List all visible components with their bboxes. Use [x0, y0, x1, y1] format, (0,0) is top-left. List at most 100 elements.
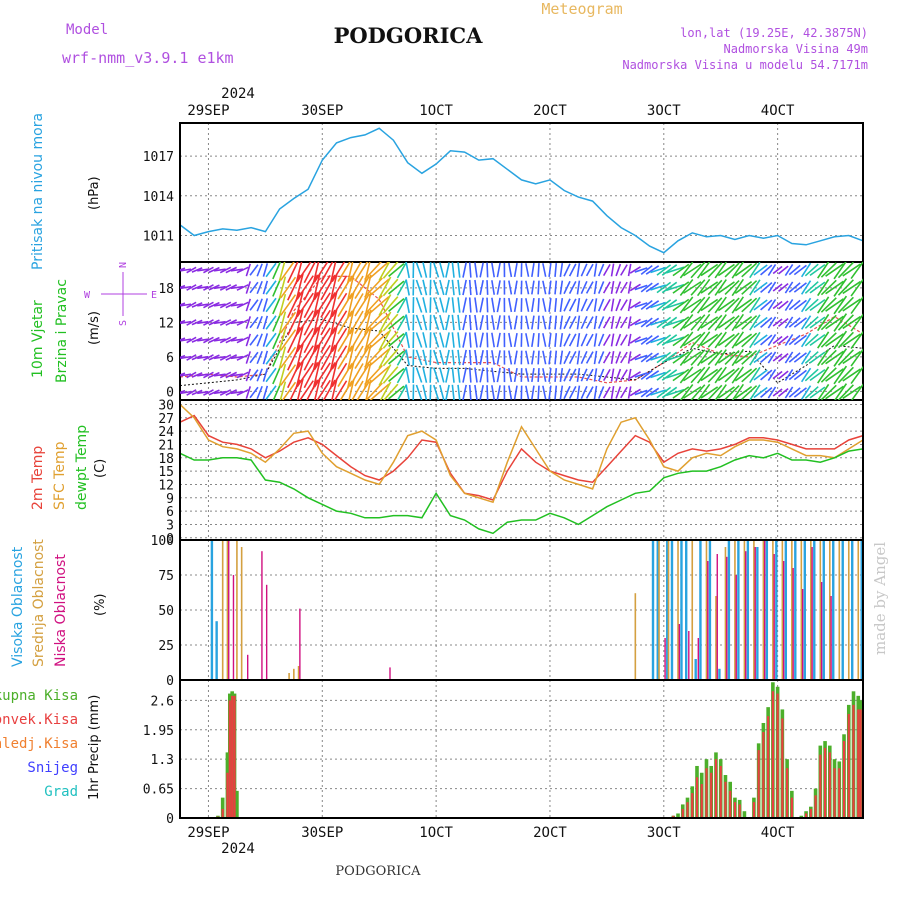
wind-arrow — [433, 297, 440, 313]
wind-arrow — [219, 284, 232, 291]
wind-arrow — [415, 349, 423, 366]
wind-arrow — [230, 303, 244, 307]
wind-arrow — [278, 262, 286, 282]
wind-arrow — [734, 263, 753, 277]
wind-arrow — [542, 263, 547, 277]
wind-arrow — [593, 263, 598, 277]
wind-arrow — [788, 369, 801, 381]
wind-arrow — [191, 302, 203, 308]
wind-arrow — [525, 385, 530, 400]
wind-arrow — [186, 266, 197, 274]
wind-arrow — [320, 262, 334, 283]
wind-arrow — [597, 263, 605, 277]
cloud-bar — [754, 547, 756, 680]
y-tick-label: 6 — [166, 351, 174, 366]
wind-arrow — [213, 373, 226, 377]
wind-arrow — [825, 350, 844, 365]
wind-arrow — [666, 353, 685, 362]
conv-precip-bar — [221, 808, 224, 818]
coords-label: lon,lat (19.25E, 42.3875N) — [680, 26, 868, 40]
wind-arrow — [245, 298, 252, 312]
wind-arrow — [445, 349, 450, 366]
wind-arrow — [272, 365, 282, 385]
wind-arrow — [683, 263, 702, 277]
cloud-bar — [678, 624, 681, 680]
conv-precip-bar — [719, 765, 722, 818]
wind-arrow — [197, 320, 209, 325]
wind-arrow — [580, 333, 588, 347]
cloud-bar — [828, 540, 831, 680]
wind-arrow — [213, 355, 226, 360]
wind-arrow — [683, 368, 702, 382]
wind-arrow — [236, 266, 249, 274]
wind-arrow — [683, 333, 702, 347]
wind-arrow — [405, 366, 410, 384]
conv-precip-bar — [842, 741, 846, 818]
wind-arrow — [714, 279, 727, 296]
wind-arrow — [180, 267, 186, 271]
wind-arrow — [537, 333, 540, 347]
wind-arrow — [724, 262, 740, 278]
cloud-bar — [743, 540, 746, 680]
wind-arrow — [295, 262, 303, 284]
cloud-bar — [746, 540, 750, 680]
wind-arrow — [496, 367, 501, 383]
wind-arrow — [422, 314, 428, 331]
wind-arrow — [809, 281, 826, 294]
y-tick-label: 21 — [158, 438, 174, 453]
wind-arrow — [272, 313, 282, 332]
y-tick-label: 6 — [166, 505, 174, 520]
wind-arrow — [788, 299, 801, 311]
wind-arrow — [690, 262, 706, 279]
wind-arrow — [820, 279, 837, 296]
wind-arrow — [714, 331, 727, 349]
wind-arrow — [525, 350, 530, 365]
wind-arrow — [219, 266, 232, 274]
wind-arrow — [278, 276, 287, 299]
wind-arrow — [525, 298, 530, 312]
wind-arrow — [707, 349, 723, 366]
panel-3: 0 25 50 75 100 — [151, 534, 863, 689]
conv-precip-bar — [686, 802, 689, 818]
wind-arrow — [508, 280, 513, 295]
wind-arrow — [700, 316, 719, 329]
wind-arrow — [627, 316, 632, 329]
wind-arrow — [265, 367, 277, 383]
y-tick-label: 2.6 — [151, 694, 174, 709]
y-tick-label: 30 — [158, 398, 174, 413]
conv-precip-bar — [233, 695, 236, 818]
cloud-bar — [794, 540, 797, 680]
wind-arrow — [645, 282, 660, 293]
wind-arrow — [741, 315, 758, 330]
y-tick-label: 9 — [166, 492, 174, 507]
wind-arrow — [772, 353, 783, 362]
wind-arrow — [230, 390, 244, 395]
wind-arrow — [256, 298, 263, 312]
wind-arrow — [337, 262, 351, 283]
wind-arrow — [219, 371, 232, 379]
wind-arrow — [513, 280, 518, 295]
wind-arrow — [422, 332, 428, 348]
wind-arrow — [186, 284, 197, 291]
wind-arrow — [508, 315, 513, 330]
wind-arrow — [537, 298, 540, 312]
wind-arrow — [804, 281, 819, 294]
wind-arrow — [568, 385, 577, 400]
wind-arrow — [337, 275, 353, 300]
wind-arrow — [793, 352, 807, 363]
wind-arrow — [850, 383, 863, 400]
hail-label: Grad — [44, 784, 78, 800]
wind-arrow — [382, 262, 399, 279]
wind-arrow — [784, 298, 794, 312]
wind-arrow — [804, 263, 819, 277]
wind-arrow — [313, 309, 331, 336]
wind-arrow — [749, 384, 761, 400]
wind-arrow — [542, 280, 547, 295]
wind-arrow — [640, 369, 653, 381]
wind-arrow — [230, 373, 244, 377]
wind-arrow — [793, 299, 807, 311]
wind-arrow — [749, 349, 761, 366]
wind-arrow — [249, 369, 259, 381]
wind-arrow — [645, 317, 660, 328]
